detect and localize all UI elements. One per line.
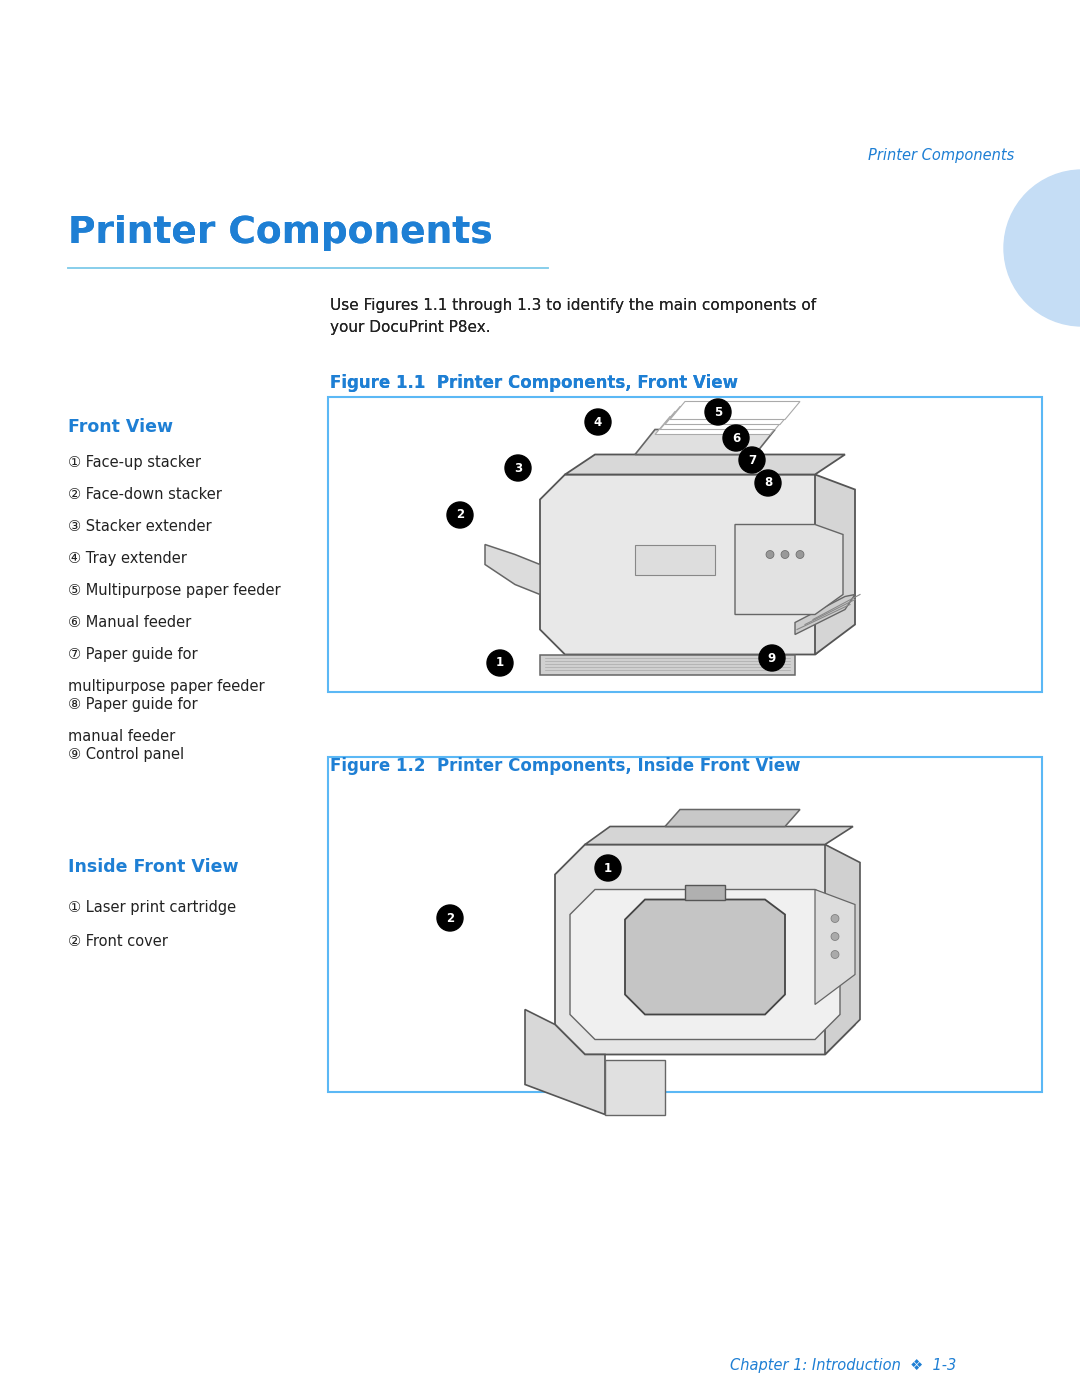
Polygon shape bbox=[555, 845, 855, 1055]
Circle shape bbox=[755, 469, 781, 496]
Text: manual feeder: manual feeder bbox=[68, 729, 175, 745]
Circle shape bbox=[831, 915, 839, 922]
Circle shape bbox=[585, 409, 611, 434]
Polygon shape bbox=[665, 809, 800, 827]
Polygon shape bbox=[540, 475, 845, 655]
Text: 9: 9 bbox=[768, 651, 777, 665]
Polygon shape bbox=[735, 524, 843, 615]
Text: 2: 2 bbox=[446, 911, 454, 925]
Text: ⑤ Multipurpose paper feeder: ⑤ Multipurpose paper feeder bbox=[68, 583, 281, 598]
Text: Use Figures 1.1 through 1.3 to identify the main components of
your DocuPrint P8: Use Figures 1.1 through 1.3 to identify … bbox=[330, 298, 816, 335]
Circle shape bbox=[759, 645, 785, 671]
Polygon shape bbox=[654, 416, 785, 434]
Wedge shape bbox=[1004, 170, 1080, 326]
Circle shape bbox=[705, 400, 731, 425]
Circle shape bbox=[487, 650, 513, 676]
Text: ① Face-up stacker: ① Face-up stacker bbox=[68, 455, 201, 469]
Polygon shape bbox=[525, 1010, 605, 1115]
Polygon shape bbox=[485, 545, 540, 595]
Polygon shape bbox=[670, 401, 800, 419]
Text: Figure 1.1  Printer Components, Front View: Figure 1.1 Printer Components, Front Vie… bbox=[330, 374, 738, 393]
Text: ⑧ Paper guide for: ⑧ Paper guide for bbox=[68, 697, 198, 712]
Text: Figure 1.1  Printer Components, Front View: Figure 1.1 Printer Components, Front Vie… bbox=[330, 374, 738, 393]
Circle shape bbox=[505, 455, 531, 481]
Text: Use Figures 1.1 through 1.3 to identify the main components of
your DocuPrint P8: Use Figures 1.1 through 1.3 to identify … bbox=[330, 298, 816, 335]
Text: ③ Stacker extender: ③ Stacker extender bbox=[68, 520, 212, 534]
Text: Printer Components: Printer Components bbox=[68, 215, 492, 251]
Bar bbox=[635, 545, 715, 574]
Text: Printer Components: Printer Components bbox=[868, 148, 1014, 163]
Circle shape bbox=[831, 950, 839, 958]
Text: 7: 7 bbox=[748, 454, 756, 467]
Circle shape bbox=[723, 425, 750, 451]
Text: 8: 8 bbox=[764, 476, 772, 489]
Polygon shape bbox=[585, 827, 853, 845]
Text: ② Front cover: ② Front cover bbox=[68, 935, 167, 949]
Text: ⑥ Manual feeder: ⑥ Manual feeder bbox=[68, 615, 191, 630]
Text: 3: 3 bbox=[514, 461, 522, 475]
Circle shape bbox=[437, 905, 463, 930]
Circle shape bbox=[796, 550, 804, 559]
Text: 5: 5 bbox=[714, 405, 723, 419]
Polygon shape bbox=[625, 900, 785, 1014]
Text: ⑦ Paper guide for: ⑦ Paper guide for bbox=[68, 647, 198, 662]
Bar bbox=[328, 397, 1042, 692]
Text: Figure 1.2  Printer Components, Inside Front View: Figure 1.2 Printer Components, Inside Fr… bbox=[330, 757, 800, 775]
Text: Front View: Front View bbox=[68, 418, 173, 436]
Polygon shape bbox=[660, 412, 789, 429]
Polygon shape bbox=[605, 1059, 665, 1115]
Text: 1: 1 bbox=[604, 862, 612, 875]
Circle shape bbox=[781, 550, 789, 559]
Polygon shape bbox=[665, 407, 795, 425]
Text: multipurpose paper feeder: multipurpose paper feeder bbox=[68, 679, 265, 694]
Text: ⑨ Control panel: ⑨ Control panel bbox=[68, 747, 184, 761]
Text: 6: 6 bbox=[732, 432, 740, 444]
Polygon shape bbox=[815, 475, 855, 655]
Circle shape bbox=[831, 933, 839, 940]
Text: ① Laser print cartridge: ① Laser print cartridge bbox=[68, 900, 237, 915]
Circle shape bbox=[739, 447, 765, 474]
Text: 4: 4 bbox=[594, 415, 603, 429]
Text: Inside Front View: Inside Front View bbox=[68, 858, 239, 876]
Text: Printer Components: Printer Components bbox=[68, 215, 492, 251]
Polygon shape bbox=[565, 454, 845, 475]
Text: Chapter 1: Introduction  ❖  1-3: Chapter 1: Introduction ❖ 1-3 bbox=[730, 1358, 956, 1373]
Polygon shape bbox=[815, 890, 855, 1004]
Text: 2: 2 bbox=[456, 509, 464, 521]
Polygon shape bbox=[570, 890, 840, 1039]
Circle shape bbox=[447, 502, 473, 528]
Bar bbox=[328, 757, 1042, 1092]
Text: ② Face-down stacker: ② Face-down stacker bbox=[68, 488, 221, 502]
Bar bbox=[685, 884, 725, 900]
Text: ④ Tray extender: ④ Tray extender bbox=[68, 550, 187, 566]
Polygon shape bbox=[825, 845, 860, 1055]
Circle shape bbox=[595, 855, 621, 882]
Polygon shape bbox=[635, 429, 775, 454]
Polygon shape bbox=[540, 655, 795, 675]
Polygon shape bbox=[795, 595, 855, 634]
Text: 1: 1 bbox=[496, 657, 504, 669]
Circle shape bbox=[766, 550, 774, 559]
